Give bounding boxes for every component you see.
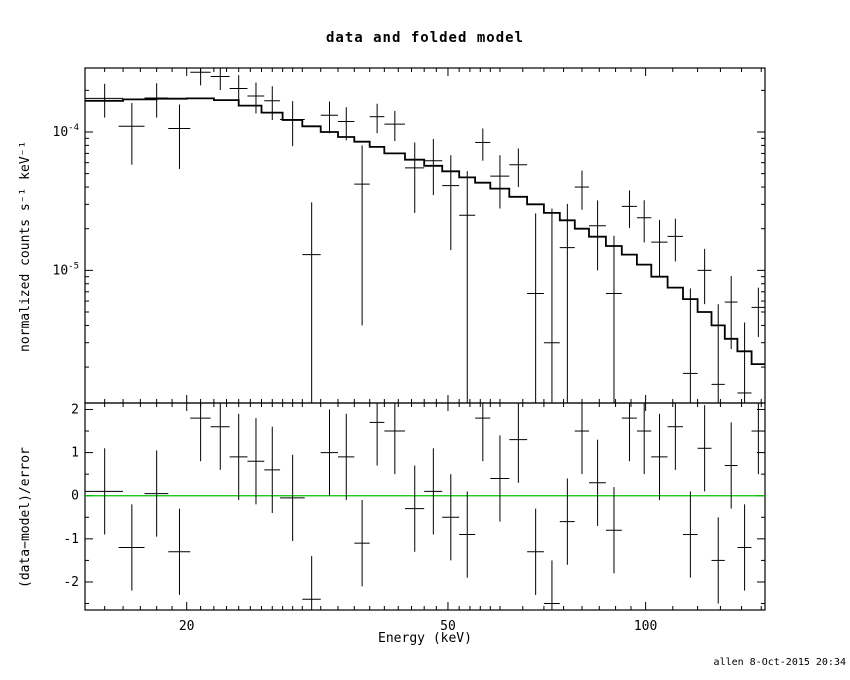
spectrum-data-points <box>85 68 765 403</box>
x-tick-label: 20 <box>179 619 195 634</box>
spectrum-panel-frame <box>84 67 766 404</box>
y-tick-label: 1 <box>71 446 79 461</box>
residuals-panel-frame <box>84 402 766 611</box>
y-tick-label: -2 <box>63 575 79 590</box>
model-line <box>85 97 765 365</box>
timestamp: allen 8-Oct-2015 20:34 <box>713 657 846 668</box>
residual-data-points <box>85 403 765 610</box>
y-tick-label: 10-4 <box>53 123 80 140</box>
x-tick-label: 100 <box>634 619 657 634</box>
y-tick-label: 2 <box>71 402 79 417</box>
plot-title: data and folded model <box>325 30 524 46</box>
x-tick-label: 50 <box>440 619 456 634</box>
y-tick-label: 10-5 <box>53 261 80 278</box>
x-axis-label: Energy (keV) <box>378 631 472 646</box>
y-tick-label: -1 <box>63 532 79 547</box>
y-tick-label: 0 <box>71 489 79 504</box>
